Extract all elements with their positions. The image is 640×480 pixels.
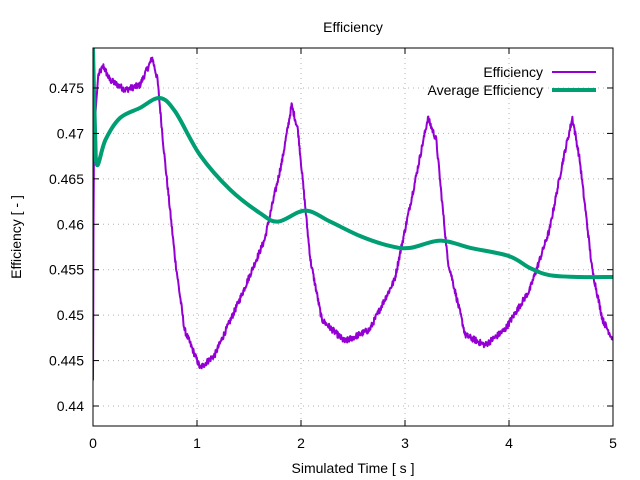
y-tick-label: 0.47: [57, 125, 84, 141]
x-tick-label: 3: [401, 435, 409, 451]
x-tick-label: 0: [89, 435, 97, 451]
y-axis-label: Efficiency [ - ]: [8, 195, 24, 279]
series-line-efficiency: [93, 56, 613, 381]
legend-label: Efficiency: [483, 64, 543, 80]
y-tick-label: 0.475: [49, 80, 84, 96]
plot-frame: [92, 47, 614, 427]
y-tick-label: 0.465: [49, 171, 84, 187]
series-layer: [93, 48, 613, 381]
y-tick-label: 0.445: [49, 353, 84, 369]
chart-title: Efficiency: [323, 19, 383, 35]
axis-ticks: 0 1 2 3 4 5 0.44 0.445 0.45 0.455 0.46 0.465 0.47 0.4…: [49, 48, 617, 451]
y-tick-label: 0.44: [57, 398, 84, 414]
legend: Efficiency Average Efficiency: [428, 64, 596, 98]
x-tick-label: 5: [609, 435, 617, 451]
legend-label: Average Efficiency: [428, 82, 543, 98]
series-line-average-efficiency: [93, 48, 613, 280]
x-tick-label: 2: [297, 435, 305, 451]
x-tick-label: 4: [505, 435, 513, 451]
y-tick-label: 0.45: [57, 307, 84, 323]
x-axis-label: Simulated Time [ s ]: [292, 460, 415, 476]
y-tick-label: 0.455: [49, 262, 84, 278]
y-tick-label: 0.46: [57, 216, 84, 232]
x-tick-label: 1: [193, 435, 201, 451]
grid: [93, 48, 613, 426]
